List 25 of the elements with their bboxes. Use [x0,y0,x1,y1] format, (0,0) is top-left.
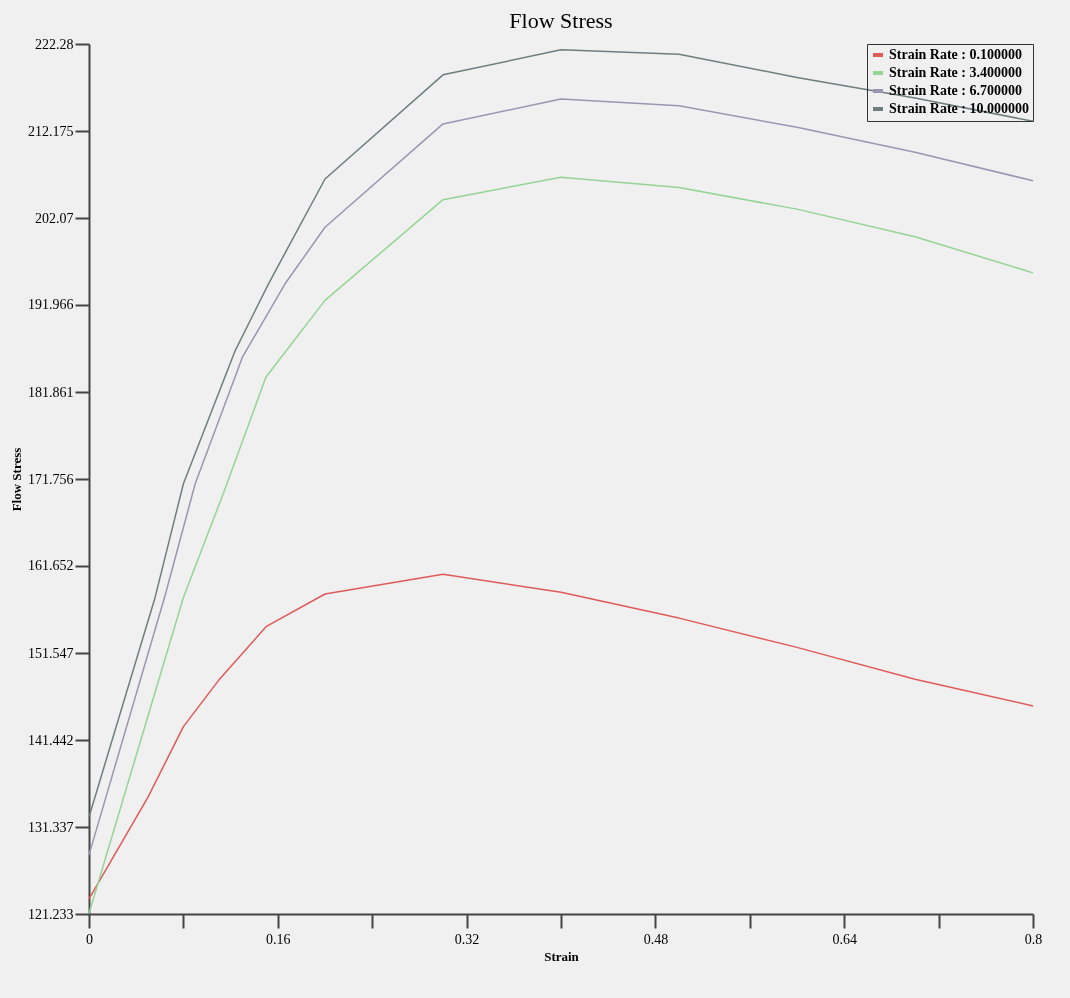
x-tick-label: 0.64 [832,931,857,947]
y-tick-label: 181.861 [28,384,74,400]
y-tick-label: 131.337 [28,819,74,835]
y-tick-label: 202.07 [35,210,74,226]
x-tick-label: 0 [86,931,93,947]
y-tick-label: 161.652 [28,558,74,574]
x-tick-label: 0.8 [1024,931,1043,947]
chart-title: Flow Stress [509,8,613,33]
y-tick-label: 212.175 [28,123,74,139]
legend-label: Strain Rate : 0.100000 [889,47,1022,62]
legend-label: Strain Rate : 3.400000 [889,65,1022,80]
y-tick-label: 151.547 [28,645,74,661]
line-series [88,573,1034,900]
legend-label: Strain Rate : 6.700000 [889,83,1022,98]
y-axis-title: Flow Stress [9,447,24,512]
x-tick-label: 0.48 [643,931,669,947]
legend-label: Strain Rate : 10.000000 [889,101,1029,116]
x-tick-label: 0.32 [454,931,480,947]
y-tick-label: 121.233 [28,906,74,922]
y-tick-label: 171.756 [28,471,74,487]
y-tick-label: 191.966 [28,297,74,313]
x-tick-label: 0.16 [266,931,291,947]
x-axis-title: Strain [544,948,580,964]
y-tick-label: 222.28 [35,36,74,52]
y-tick-label: 141.442 [28,732,74,748]
